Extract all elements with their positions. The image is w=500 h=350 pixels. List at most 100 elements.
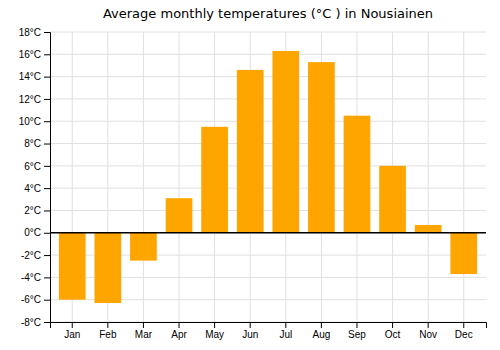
x-tick-mark [214, 322, 215, 328]
x-tick-mark [463, 322, 464, 328]
x-tick-label: Nov [419, 329, 437, 340]
x-tick-mark [356, 322, 357, 328]
y-tick: -6°C [21, 294, 50, 305]
bars [50, 51, 486, 303]
x-tick: Jun [242, 322, 258, 340]
x-tick-mark [392, 322, 393, 328]
y-tick-label: 6°C [24, 161, 41, 172]
y-tick-mark [44, 300, 50, 301]
y-tick-mark [44, 233, 50, 234]
x-tick-mark [250, 322, 251, 328]
y-tick: 0°C [24, 227, 50, 238]
bar [59, 233, 86, 300]
y-tick-mark [44, 32, 50, 33]
x-axis-line [51, 323, 487, 329]
y-tick-mark [44, 166, 50, 167]
x-tick-mark [321, 322, 322, 328]
x-tick: Dec [455, 322, 473, 340]
y-tick-mark [44, 322, 50, 323]
x-tick-label: Jan [64, 329, 80, 340]
x-tick-label: Apr [171, 329, 187, 340]
y-tick: 16°C [19, 49, 50, 60]
grid-line-y [50, 54, 486, 55]
x-tick-mark [72, 322, 73, 328]
bar [201, 127, 228, 233]
title: Average monthly temperatures (°C ) in No… [103, 6, 433, 21]
x-tick-mark [179, 322, 180, 328]
grid-line-x [463, 32, 464, 322]
x-tick-label: May [205, 329, 224, 340]
y-tick-label: 0°C [24, 227, 41, 238]
y-tick-mark [44, 54, 50, 55]
grid-line-x [428, 32, 429, 322]
zero-line [50, 232, 486, 234]
bar [344, 116, 371, 233]
y-axis-line [44, 33, 51, 323]
y-tick: 14°C [19, 71, 50, 82]
y-tick-label: -2°C [21, 250, 41, 261]
x-tick: Jan [64, 322, 80, 340]
x-tick-label: Feb [99, 329, 117, 340]
y-tick-label: 10°C [19, 116, 41, 127]
grid-line-y [50, 143, 486, 144]
y-tick-label: 8°C [24, 138, 41, 149]
y-tick-label: 14°C [19, 71, 41, 82]
y-tick-mark [44, 121, 50, 122]
y-tick-label: 4°C [24, 183, 41, 194]
grid-line-y [50, 98, 486, 99]
grid-line-y [50, 121, 486, 122]
x-tick: Feb [99, 322, 117, 340]
bar [272, 51, 299, 233]
y-tick: -8°C [21, 317, 50, 328]
y-tick: 18°C [19, 27, 50, 38]
grid-line-y [50, 210, 486, 211]
grid-line-y [50, 32, 486, 33]
bar [308, 62, 335, 233]
chart: Average monthly temperatures (°C ) in No… [0, 0, 500, 350]
y-tick-mark [44, 255, 50, 256]
y-tick-mark [44, 277, 50, 278]
x-tick-label: Jul [279, 329, 292, 340]
y-tick-label: -8°C [21, 317, 41, 328]
grid-line-x [143, 32, 144, 322]
x-tick: Apr [171, 322, 187, 340]
y-tick: 12°C [19, 94, 50, 105]
y-tick-mark [44, 77, 50, 78]
y-tick-label: 18°C [19, 27, 41, 38]
y-tick: 8°C [24, 138, 50, 149]
x-tick-label: Oct [385, 329, 401, 340]
x-tick-label: Mar [135, 329, 153, 340]
grid-line-y [50, 76, 486, 77]
x-tick-label: Jun [242, 329, 258, 340]
y-tick-mark [44, 188, 50, 189]
x-tick: Mar [135, 322, 153, 340]
y-tick-mark [44, 99, 50, 100]
x-tick-label: Sep [348, 329, 366, 340]
x-tick: Aug [312, 322, 330, 340]
bar [237, 70, 264, 233]
x-tick: May [205, 322, 224, 340]
plot: -8°C -6°C -4°C -2°C 0°C 2°C 4°C 6°C 8°C 10°C 12°C 1… [19, 27, 487, 340]
y-tick: 10°C [19, 116, 50, 127]
y-tick-mark [44, 144, 50, 145]
y-tick-label: -6°C [21, 294, 41, 305]
x-tick: Sep [348, 322, 366, 340]
bar [94, 233, 121, 303]
grid-line-x [179, 32, 180, 322]
y-tick-label: 16°C [19, 49, 41, 60]
y-tick: 4°C [24, 183, 50, 194]
bar [166, 198, 193, 233]
y-tick-mark [44, 210, 50, 211]
y-tick-label: 2°C [24, 205, 41, 216]
grid-line-y [50, 165, 486, 166]
grid [50, 32, 486, 322]
y-tick: -4°C [21, 272, 50, 283]
y-tick-label: 12°C [19, 94, 41, 105]
bar [415, 225, 442, 233]
bar [130, 233, 157, 261]
y-tick: 2°C [24, 205, 50, 216]
y-tick-label: -4°C [21, 272, 41, 283]
x-tick: Nov [419, 322, 437, 340]
x-tick-label: Dec [455, 329, 473, 340]
y-axis: -8°C -6°C -4°C -2°C 0°C 2°C 4°C 6°C 8°C 10°C 12°C 1… [19, 27, 51, 328]
